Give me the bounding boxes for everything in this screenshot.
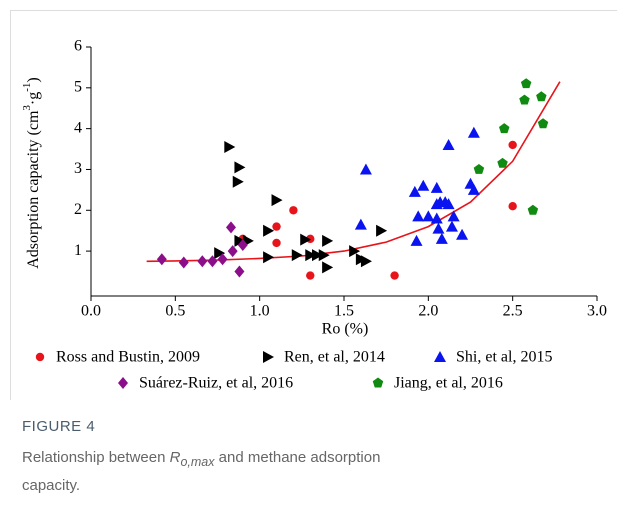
point	[390, 271, 399, 280]
point	[520, 78, 532, 89]
point	[322, 261, 334, 274]
point	[156, 253, 167, 266]
legend-label: Shi, et al, 2015	[456, 349, 552, 366]
y-tick-label: 1	[74, 242, 82, 259]
point	[499, 123, 510, 134]
point	[234, 161, 246, 174]
legend-marker	[35, 352, 45, 362]
caption-text: Relationship between	[22, 449, 170, 466]
point	[305, 249, 317, 262]
point	[312, 249, 324, 262]
fit-curve	[146, 81, 561, 263]
legend-label: Ross and Bustin, 2009	[56, 349, 200, 366]
caption-symbol: R	[169, 449, 181, 466]
point	[306, 271, 315, 280]
x-tick-label: 3.0	[587, 303, 607, 320]
legend-label: Ren, et al, 2014	[284, 349, 385, 366]
point	[224, 141, 236, 154]
point	[432, 222, 445, 234]
legend-marker	[372, 377, 384, 388]
point	[225, 221, 236, 234]
y-axis-label: Adsorption capacity (cm3·g-1)	[21, 77, 42, 269]
x-tick-label: 1.5	[334, 303, 354, 320]
point	[322, 234, 334, 247]
point	[467, 183, 480, 195]
point	[272, 238, 281, 248]
legend-label: Suárez-Ruiz, et al, 2016	[139, 375, 293, 392]
point	[537, 118, 549, 129]
point	[232, 175, 244, 188]
point	[318, 249, 330, 262]
point	[227, 245, 238, 258]
point	[456, 228, 469, 240]
y-tick-label: 6	[74, 38, 82, 55]
point	[442, 138, 455, 150]
y-tick-label: 3	[74, 160, 82, 177]
point	[447, 210, 460, 222]
point	[300, 233, 312, 246]
point	[272, 222, 281, 231]
point	[263, 224, 275, 237]
x-tick-label: 2.0	[418, 303, 438, 320]
chart: Ro (%) Adsorption capacity (cm3·g-1) 0.0…	[10, 10, 617, 400]
legend-label: Jiang, et al, 2016	[394, 375, 503, 392]
point	[527, 204, 539, 215]
point	[467, 126, 480, 138]
point	[435, 232, 448, 244]
y-label-sup: 3	[21, 105, 33, 111]
point	[519, 94, 530, 105]
y-label-part: )	[25, 77, 42, 82]
y-label-part: Adsorption capacity (cm	[25, 110, 42, 269]
point	[271, 194, 283, 207]
y-label-part: ·g	[25, 92, 42, 105]
y-tick-label: 2	[74, 201, 82, 218]
point	[178, 256, 189, 269]
caption-text: and methane adsorption capacity.	[22, 449, 381, 494]
legend-marker	[118, 377, 128, 389]
legend-marker	[434, 351, 446, 362]
y-tick-label: 4	[74, 119, 82, 136]
point	[197, 255, 208, 268]
figure-label: FIGURE 4	[22, 418, 96, 435]
point	[442, 198, 455, 210]
point	[445, 220, 458, 232]
x-tick-label: 1.0	[250, 303, 270, 320]
point	[214, 247, 226, 260]
point	[359, 163, 372, 175]
point	[207, 255, 218, 268]
point	[497, 157, 508, 168]
point	[430, 212, 443, 224]
y-tick-label: 5	[74, 78, 82, 95]
point	[291, 249, 303, 262]
point	[349, 245, 361, 258]
point	[473, 163, 485, 174]
point	[360, 255, 372, 268]
point	[217, 253, 228, 266]
point	[422, 210, 435, 222]
figure-caption: Relationship between Ro,max and methane …	[22, 446, 442, 497]
point	[234, 265, 245, 278]
y-label-sup: -1	[21, 83, 33, 92]
x-tick-label: 0.0	[81, 303, 101, 320]
point	[412, 210, 425, 222]
point	[417, 179, 430, 191]
point	[408, 185, 421, 197]
point	[289, 206, 298, 215]
point	[536, 91, 547, 102]
point	[430, 181, 443, 193]
x-tick-label: 0.5	[165, 303, 185, 320]
point	[237, 238, 248, 251]
point	[508, 140, 517, 150]
point	[376, 224, 388, 237]
x-axis-label: Ro (%)	[322, 321, 369, 338]
point	[508, 201, 517, 211]
point	[263, 251, 275, 264]
point	[234, 234, 246, 247]
x-tick-label: 2.5	[503, 303, 523, 320]
legend-marker	[263, 351, 274, 363]
point	[354, 218, 367, 230]
caption-subscript: o,max	[180, 455, 215, 469]
point	[410, 234, 423, 246]
